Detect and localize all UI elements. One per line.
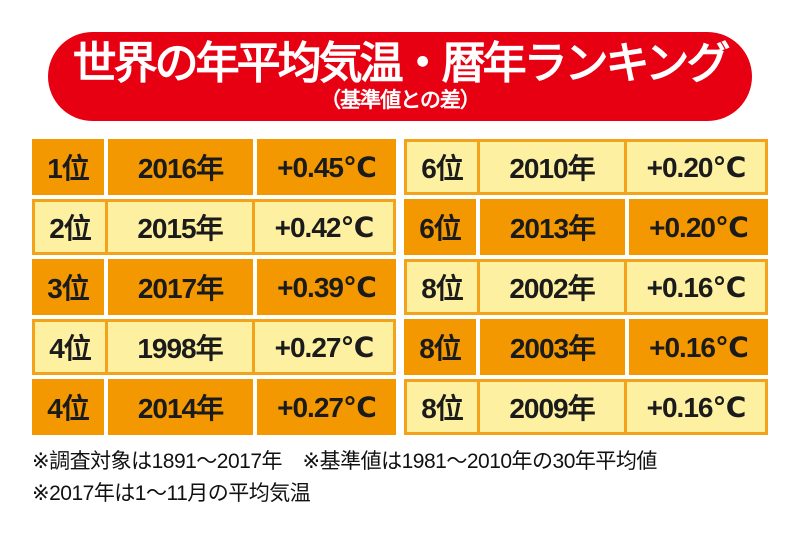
year-cell: 2010年 [480, 142, 624, 192]
ranking-table-left: 1位 2016年 +0.45℃ 2位 2015年 +0.42℃ 3位 2017年… [32, 139, 396, 435]
diff-cell: +0.16℃ [627, 382, 765, 432]
year-cell: 2009年 [480, 382, 624, 432]
title-banner: 世界の年平均気温・暦年ランキング （基準値との差） [48, 32, 752, 121]
rank-cell: 8位 [407, 262, 477, 312]
diff-cell: +0.16℃ [627, 262, 765, 312]
year-cell: 1998年 [108, 322, 252, 372]
table-row: 2位 2015年 +0.42℃ [32, 199, 396, 255]
diff-cell: +0.20℃ [629, 199, 768, 255]
diff-cell: +0.20℃ [627, 142, 765, 192]
diff-cell: +0.27℃ [257, 379, 396, 435]
year-cell: 2014年 [108, 379, 253, 435]
rank-cell: 4位 [32, 379, 104, 435]
year-cell: 2013年 [480, 199, 625, 255]
table-row: 8位 2002年 +0.16℃ [404, 259, 768, 315]
rank-cell: 8位 [404, 319, 476, 375]
page-title: 世界の年平均気温・暦年ランキング [72, 39, 731, 89]
rank-cell: 8位 [407, 382, 477, 432]
year-cell: 2017年 [108, 259, 253, 315]
year-cell: 2002年 [480, 262, 624, 312]
footnotes: ※調査対象は1891～2017年 ※基準値は1981～2010年の30年平均値 … [32, 446, 768, 509]
rank-cell: 6位 [404, 199, 476, 255]
table-row: 8位 2003年 +0.16℃ [404, 319, 768, 375]
diff-cell: +0.16℃ [629, 319, 768, 375]
diff-cell: +0.39℃ [257, 259, 396, 315]
diff-cell: +0.45℃ [257, 139, 396, 195]
rank-cell: 4位 [35, 322, 105, 372]
footnote-line-1: ※調査対象は1891～2017年 ※基準値は1981～2010年の30年平均値 [32, 450, 657, 473]
year-cell: 2016年 [108, 139, 253, 195]
ranking-tables: 1位 2016年 +0.45℃ 2位 2015年 +0.42℃ 3位 2017年… [32, 139, 768, 435]
rank-cell: 1位 [32, 139, 104, 195]
table-row: 8位 2009年 +0.16℃ [404, 379, 768, 435]
footnote-line-2: ※2017年は1～11月の平均気温 [32, 481, 311, 505]
ranking-table-right: 6位 2010年 +0.20℃ 6位 2013年 +0.20℃ 8位 2002年… [404, 139, 768, 435]
diff-cell: +0.42℃ [255, 202, 393, 252]
diff-cell: +0.27℃ [255, 322, 393, 372]
rank-cell: 3位 [32, 259, 104, 315]
table-row: 6位 2013年 +0.20℃ [404, 199, 768, 255]
page-subtitle: （基準値との差） [320, 88, 481, 112]
rank-cell: 2位 [35, 202, 105, 252]
year-cell: 2015年 [108, 202, 252, 252]
table-row: 4位 1998年 +0.27℃ [32, 319, 396, 375]
table-row: 6位 2010年 +0.20℃ [404, 139, 768, 195]
rank-cell: 6位 [407, 142, 477, 192]
table-row: 3位 2017年 +0.39℃ [32, 259, 396, 315]
table-row: 4位 2014年 +0.27℃ [32, 379, 396, 435]
year-cell: 2003年 [480, 319, 625, 375]
table-row: 1位 2016年 +0.45℃ [32, 139, 396, 195]
